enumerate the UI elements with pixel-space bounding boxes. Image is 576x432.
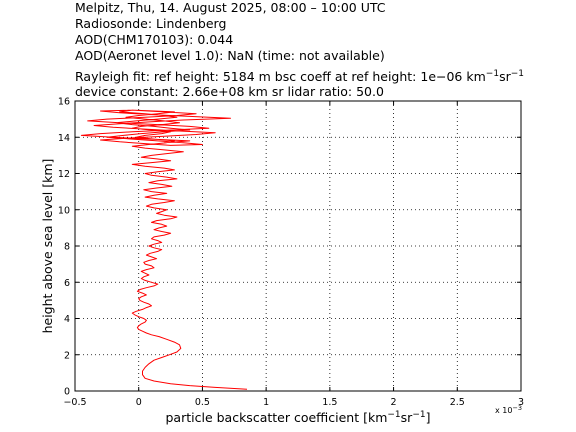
x-tick-label: −0.5 <box>63 397 86 408</box>
grid-lines <box>75 101 521 391</box>
x-axis-multiplier: x 10−3 <box>495 404 522 415</box>
title-line-radiosonde: Radiosonde: Lindenberg <box>75 16 227 31</box>
y-tick-label: 16 <box>58 97 70 108</box>
x-axis-label: particle backscatter coefficient [km−1sr… <box>165 410 430 425</box>
x-tick-label: 2.5 <box>450 397 465 408</box>
y-tick-label: 10 <box>58 205 70 216</box>
title-line-aod-aeronet: AOD(Aeronet level 1.0): NaN (time: not a… <box>75 48 385 63</box>
y-tick-label: 12 <box>58 169 70 180</box>
y-axis-ticks: 0 2 4 6 8 10 12 14 16 <box>58 97 521 398</box>
axes-box <box>74 100 522 392</box>
y-tick-label: 8 <box>64 242 70 253</box>
title-line-location-time: Melpitz, Thu, 14. August 2025, 08:00 – 1… <box>75 0 386 15</box>
x-tick-label: 0.5 <box>195 397 210 408</box>
title-line-device-constant: device constant: 2.66e+08 km sr lidar ra… <box>75 84 384 99</box>
rayleigh-sr: sr <box>499 69 511 85</box>
x-tick-label: 3 <box>518 397 524 408</box>
x-tick-label: 1.5 <box>322 397 337 408</box>
x-axis-ticks: −0.5 0 0.5 1 1.5 2 2.5 3 <box>63 101 524 408</box>
title-line-rayleigh-fit: Rayleigh fit: ref height: 5184 m bsc coe… <box>75 67 524 84</box>
x-tick-label: 1 <box>263 397 269 408</box>
title-line-aod-chm: AOD(CHM170103): 0.044 <box>75 32 234 47</box>
y-axis-label: height above sea level [km] <box>40 159 55 334</box>
y-tick-label: 6 <box>64 278 70 289</box>
backscatter-profile-line <box>80 109 248 390</box>
y-tick-label: 2 <box>64 350 70 361</box>
y-tick-label: 4 <box>64 314 70 325</box>
rayleigh-sup1: −1 <box>485 69 500 79</box>
y-tick-label: 14 <box>58 133 70 144</box>
rayleigh-fit-text: Rayleigh fit: ref height: 5184 m bsc coe… <box>75 69 486 85</box>
x-tick-label: 0 <box>136 397 142 408</box>
data-series <box>80 109 248 390</box>
y-tick-label: 0 <box>64 387 70 398</box>
x-tick-label: 2 <box>391 397 397 408</box>
rayleigh-sup2: −1 <box>510 69 524 79</box>
